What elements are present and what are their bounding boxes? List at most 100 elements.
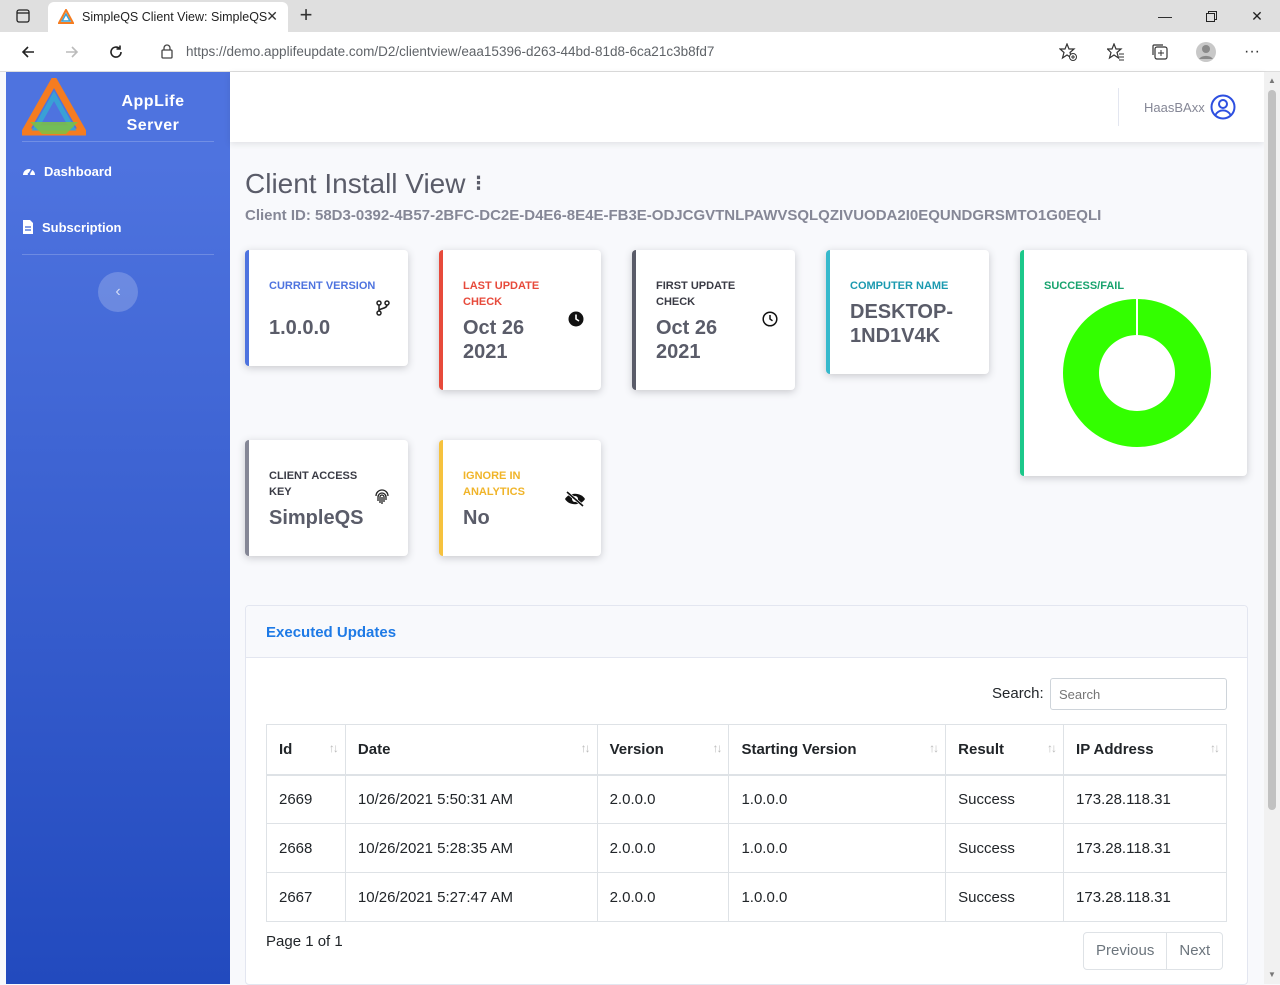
page-title: Client Install View ⋮ <box>245 168 487 200</box>
search-label: Search: <box>992 685 1044 702</box>
topbar: HaasBAxx <box>230 72 1264 142</box>
page-scrollbar[interactable]: ▲ ▼ <box>1264 72 1280 984</box>
table-cell: 1.0.0.0 <box>728 823 947 873</box>
sort-icon[interactable]: ↑↓ <box>712 741 722 755</box>
minimize-icon[interactable]: — <box>1158 8 1172 24</box>
add-favorite-icon[interactable] <box>1054 38 1082 66</box>
back-icon[interactable] <box>14 38 42 66</box>
chevron-left-icon: ‹ <box>115 283 121 300</box>
profile-icon[interactable] <box>1192 38 1220 66</box>
clock-outline-icon <box>762 311 778 327</box>
card-last-update-check: LAST UPDATE CHECK Oct 26 2021 <box>439 250 601 390</box>
column-header[interactable]: Version ↑↓ <box>596 724 730 776</box>
column-header[interactable]: Date ↑↓ <box>344 724 598 776</box>
donut-slice-success[interactable] <box>1062 299 1211 447</box>
sidebar-toggle-button[interactable]: ‹ <box>98 272 138 312</box>
page-info: Page 1 of 1 <box>266 933 343 950</box>
card-label: FIRST UPDATE CHECK <box>656 280 736 308</box>
sidebar-item-dashboard[interactable]: Dashboard <box>22 159 112 183</box>
table-cell: 173.28.118.31 <box>1063 774 1227 824</box>
card-value-line-1: DESKTOP- <box>850 301 953 323</box>
search-input[interactable] <box>1050 678 1227 710</box>
sidebar: AppLife Server Dashboard Subscription ‹ <box>6 72 230 984</box>
card-value-line-2: 1ND1V4K <box>850 325 941 347</box>
card-value-line-1: Oct 26 <box>656 317 718 339</box>
sidebar-item-subscription[interactable]: Subscription <box>22 215 121 239</box>
card-value: SimpleQS <box>269 507 364 529</box>
card-title: Executed Updates <box>266 624 397 641</box>
address-bar: https://demo.applifeupdate.com/D2/client… <box>0 32 1280 72</box>
new-tab-icon[interactable]: + <box>299 2 313 27</box>
column-header-label: Version <box>609 740 664 758</box>
column-header[interactable]: Id ↑↓ <box>266 724 346 776</box>
sort-icon[interactable]: ↑↓ <box>328 741 339 755</box>
column-header[interactable]: IP Address ↑↓ <box>1063 724 1227 776</box>
next-button[interactable]: Next <box>1166 933 1222 969</box>
card-value: DESKTOP- 1ND1V4K <box>850 300 970 348</box>
eye-slash-icon <box>565 491 585 507</box>
url-field[interactable]: https://demo.applifeupdate.com/D2/client… <box>144 36 1090 66</box>
previous-button[interactable]: Previous <box>1096 942 1155 959</box>
card-header: Executed Updates <box>246 606 1247 658</box>
sort-icon[interactable]: ↑↓ <box>1210 741 1220 755</box>
card-label: CLIENT ACCESS KEY <box>269 470 358 498</box>
table-cell: Success <box>945 774 1065 824</box>
brand[interactable]: AppLife Server <box>22 78 214 142</box>
applife-favicon-icon <box>58 9 74 24</box>
sort-icon[interactable]: ↑↓ <box>929 741 939 755</box>
table-row: 2669 10/26/2021 5:50:31 AM 2.0.0.0 1.0.0.0 S… <box>266 774 1227 824</box>
applife-logo-icon <box>22 78 86 136</box>
card-label: LAST UPDATE CHECK <box>463 280 540 308</box>
table-cell: 10/26/2021 5:50:31 AM <box>344 774 598 824</box>
collections-icon[interactable] <box>1146 38 1174 66</box>
card-value: Oct 26 2021 <box>656 316 776 364</box>
column-header-label: Date <box>357 740 391 758</box>
card-success-fail: SUCCESS/FAIL <box>1020 250 1247 476</box>
card-computer-name: COMPUTER NAME DESKTOP- 1ND1V4K <box>826 250 989 374</box>
user-circle-icon[interactable] <box>1210 94 1236 120</box>
card-value: No <box>463 507 490 529</box>
subscription-icon <box>23 220 33 234</box>
table-row: 2667 10/26/2021 5:27:47 AM 2.0.0.0 1.0.0.0 S… <box>266 872 1227 922</box>
table-cell: 1.0.0.0 <box>728 872 947 922</box>
sidebar-item-label: Subscription <box>42 219 122 235</box>
card-value: 1.0.0.0 <box>269 317 331 339</box>
sidebar-divider <box>22 254 214 255</box>
table-cell: Success <box>945 823 1065 873</box>
close-tab-icon[interactable]: ✕ <box>266 8 278 24</box>
close-window-icon[interactable]: ✕ <box>1251 7 1263 24</box>
table-row: 2668 10/26/2021 5:28:35 AM 2.0.0.0 1.0.0.0 S… <box>266 823 1227 873</box>
table-cell: 1.0.0.0 <box>728 774 947 824</box>
scroll-down-icon[interactable]: ▼ <box>1268 970 1276 979</box>
column-header-label: Id <box>279 740 293 758</box>
card-value-line-2: 2021 <box>463 341 508 363</box>
brand-name: AppLife Server <box>108 90 198 138</box>
clock-solid-icon <box>568 311 584 327</box>
username[interactable]: HaasBAxx <box>1144 100 1205 115</box>
table-cell: 10/26/2021 5:27:47 AM <box>344 872 598 922</box>
pagination: Previous Next <box>1083 932 1224 970</box>
table-cell: 173.28.118.31 <box>1063 872 1227 922</box>
scroll-thumb[interactable] <box>1268 90 1276 810</box>
card-label: CURRENT VERSION <box>269 280 376 292</box>
vertical-ellipsis-icon[interactable]: ⋮ <box>469 173 488 193</box>
page-title-text: Client Install View <box>245 168 466 199</box>
browser-tab-strip: SimpleQS Client View: SimpleQS ✕ + — ✕ <box>0 0 1280 32</box>
tab-actions-icon[interactable] <box>0 0 46 32</box>
card-value: Oct 26 2021 <box>463 316 583 364</box>
browser-tab[interactable]: SimpleQS Client View: SimpleQS ✕ <box>48 2 288 32</box>
sort-icon[interactable]: ↑↓ <box>580 741 591 755</box>
lock-icon <box>161 44 173 59</box>
sort-icon[interactable]: ↑↓ <box>1047 741 1057 755</box>
table-cell: 173.28.118.31 <box>1063 823 1227 873</box>
client-id: Client ID: 58D3-0392-4B57-2BFC-DC2E-D4E6… <box>245 207 1102 224</box>
scroll-up-icon[interactable]: ▲ <box>1268 76 1276 85</box>
restore-icon[interactable] <box>1188 0 1234 32</box>
favorites-icon[interactable] <box>1102 38 1130 66</box>
column-header[interactable]: Result ↑↓ <box>945 724 1065 776</box>
forward-icon[interactable] <box>58 38 86 66</box>
more-icon[interactable]: ··· <box>1244 43 1260 60</box>
refresh-icon[interactable] <box>102 38 130 66</box>
card-label: IGNORE IN ANALYTICS <box>463 470 525 498</box>
column-header[interactable]: Starting Version ↑↓ <box>728 724 947 776</box>
